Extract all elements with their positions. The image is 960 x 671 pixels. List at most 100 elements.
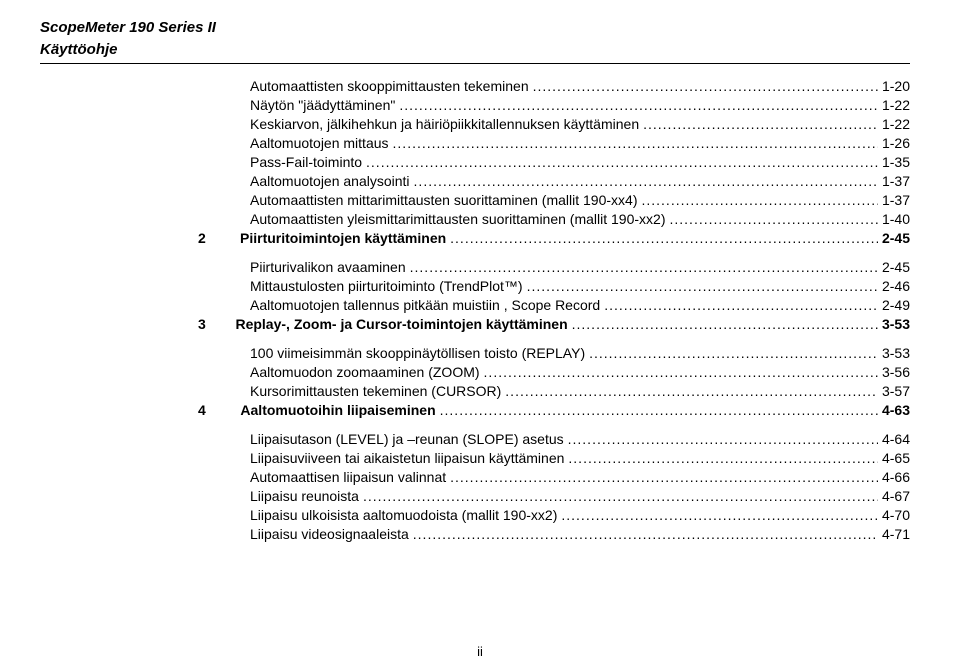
toc-leader-dots	[589, 345, 878, 361]
toc-entry-title: Pass-Fail-toiminto	[250, 154, 362, 170]
toc-page-ref: 4-63	[882, 402, 910, 418]
toc-entry-title: Piirturitoimintojen käyttäminen	[240, 230, 446, 246]
toc-entry-title: Automaattisten skooppimittausten tekemin…	[250, 78, 529, 94]
toc-row: Liipaisu ulkoisista aaltomuodoista (mall…	[250, 507, 910, 523]
toc-row: Aaltomuotojen analysointi 1-37	[250, 173, 910, 189]
toc-page-ref: 4-70	[882, 507, 910, 523]
toc-leader-dots	[413, 526, 878, 542]
toc-leader-dots	[527, 278, 878, 294]
toc-row: Automaattisten skooppimittausten tekemin…	[250, 78, 910, 94]
toc-leader-dots	[393, 135, 878, 151]
toc-section-number: 3	[198, 316, 209, 332]
toc-leader-dots	[410, 259, 878, 275]
toc-entry-title: Piirturivalikon avaaminen	[250, 259, 406, 275]
toc-page-ref: 1-35	[882, 154, 910, 170]
toc-row: Piirturivalikon avaaminen 2-45	[250, 259, 910, 275]
toc-page-ref: 4-65	[882, 450, 910, 466]
toc-entry-title: Liipaisu videosignaaleista	[250, 526, 409, 542]
toc-entry-title: Kursorimittausten tekeminen (CURSOR)	[250, 383, 501, 399]
toc-page-ref: 3-57	[882, 383, 910, 399]
toc-leader-dots	[643, 116, 878, 132]
toc-row: Mittaustulosten piirturitoiminto (TrendP…	[250, 278, 910, 294]
toc-page-ref: 4-67	[882, 488, 910, 504]
toc-page-ref: 1-40	[882, 211, 910, 227]
toc-entry-title: Keskiarvon, jälkihehkun ja häiriöpiikkit…	[250, 116, 639, 132]
toc-leader-dots	[533, 78, 878, 94]
toc-section-number: 4	[198, 402, 214, 418]
header-rule	[40, 63, 910, 64]
toc-entry-title: Automaattisten mittarimittausten suoritt…	[250, 192, 637, 208]
toc-page-ref: 3-53	[882, 345, 910, 361]
toc-leader-dots	[670, 211, 878, 227]
toc-page-ref: 1-20	[882, 78, 910, 94]
toc-gap	[250, 249, 910, 259]
toc-page-ref: 1-22	[882, 97, 910, 113]
toc-entry-title: Mittaustulosten piirturitoiminto (TrendP…	[250, 278, 523, 294]
toc-leader-dots	[561, 507, 878, 523]
toc-row: Kursorimittausten tekeminen (CURSOR) 3-57	[250, 383, 910, 399]
toc-entry-title: Replay-, Zoom- ja Cursor-toimintojen käy…	[235, 316, 567, 332]
toc-page-ref: 2-45	[882, 230, 910, 246]
toc-row: Aaltomuotojen tallennus pitkään muistiin…	[250, 297, 910, 313]
toc-page-ref: 1-26	[882, 135, 910, 151]
toc-page-ref: 2-45	[882, 259, 910, 275]
toc-entry-title: Aaltomuotojen analysointi	[250, 173, 410, 189]
toc-page-ref: 1-37	[882, 192, 910, 208]
toc-entry-title: Liipaisutason (LEVEL) ja –reunan (SLOPE)…	[250, 431, 564, 447]
toc-entry-title: Aaltomuotojen mittaus	[250, 135, 389, 151]
toc-row: Liipaisu reunoista 4-67	[250, 488, 910, 504]
toc-entry-title: Liipaisuviiveen tai aikaistetun liipaisu…	[250, 450, 564, 466]
toc-leader-dots	[414, 173, 878, 189]
toc-gap	[250, 421, 910, 431]
doc-title: ScopeMeter 190 Series II	[40, 18, 910, 38]
toc-page-ref: 1-37	[882, 173, 910, 189]
doc-subtitle: Käyttöohje	[40, 40, 910, 60]
toc-entry-title: Liipaisu ulkoisista aaltomuodoista (mall…	[250, 507, 557, 523]
toc-row: Liipaisu videosignaaleista 4-71	[250, 526, 910, 542]
toc-leader-dots	[450, 230, 878, 246]
toc-leader-dots	[399, 97, 878, 113]
toc-leader-dots	[568, 450, 878, 466]
toc-entry-title: Aaltomuotojen tallennus pitkään muistiin…	[250, 297, 600, 313]
toc-leader-dots	[568, 431, 878, 447]
toc-entry-title: Liipaisu reunoista	[250, 488, 359, 504]
toc-row: 2Piirturitoimintojen käyttäminen2-45	[250, 230, 910, 246]
document-page: ScopeMeter 190 Series II Käyttöohje Auto…	[0, 0, 960, 671]
page-number: ii	[0, 644, 960, 659]
toc-page-ref: 3-53	[882, 316, 910, 332]
table-of-contents: Automaattisten skooppimittausten tekemin…	[250, 78, 910, 542]
toc-entry-title: Aaltomuotoihin liipaiseminen	[240, 402, 435, 418]
toc-row: Aaltomuotojen mittaus 1-26	[250, 135, 910, 151]
toc-page-ref: 4-66	[882, 469, 910, 485]
toc-leader-dots	[440, 402, 878, 418]
toc-leader-dots	[641, 192, 877, 208]
toc-entry-title: Automaattisten yleismittarimittausten su…	[250, 211, 666, 227]
toc-page-ref: 4-71	[882, 526, 910, 542]
toc-leader-dots	[366, 154, 878, 170]
toc-row: Liipaisuviiveen tai aikaistetun liipaisu…	[250, 450, 910, 466]
toc-page-ref: 2-46	[882, 278, 910, 294]
toc-section-number: 2	[198, 230, 214, 246]
toc-row: Automaattisten mittarimittausten suoritt…	[250, 192, 910, 208]
toc-row: Automaattisen liipaisun valinnat 4-66	[250, 469, 910, 485]
toc-row: Näytön "jäädyttäminen" 1-22	[250, 97, 910, 113]
toc-row: 4Aaltomuotoihin liipaiseminen4-63	[250, 402, 910, 418]
toc-row: 100 viimeisimmän skooppinäytöllisen tois…	[250, 345, 910, 361]
toc-entry-title: Automaattisen liipaisun valinnat	[250, 469, 446, 485]
toc-entry-title: 100 viimeisimmän skooppinäytöllisen tois…	[250, 345, 585, 361]
toc-entry-title: Aaltomuodon zoomaaminen (ZOOM)	[250, 364, 480, 380]
toc-row: Aaltomuodon zoomaaminen (ZOOM) 3-56	[250, 364, 910, 380]
toc-entry-title: Näytön "jäädyttäminen"	[250, 97, 395, 113]
toc-row: Automaattisten yleismittarimittausten su…	[250, 211, 910, 227]
toc-leader-dots	[572, 316, 878, 332]
toc-page-ref: 1-22	[882, 116, 910, 132]
toc-row: 3Replay-, Zoom- ja Cursor-toimintojen kä…	[250, 316, 910, 332]
toc-gap	[250, 335, 910, 345]
toc-page-ref: 3-56	[882, 364, 910, 380]
toc-leader-dots	[604, 297, 878, 313]
toc-page-ref: 4-64	[882, 431, 910, 447]
toc-leader-dots	[484, 364, 878, 380]
toc-row: Liipaisutason (LEVEL) ja –reunan (SLOPE)…	[250, 431, 910, 447]
toc-row: Keskiarvon, jälkihehkun ja häiriöpiikkit…	[250, 116, 910, 132]
toc-leader-dots	[505, 383, 878, 399]
